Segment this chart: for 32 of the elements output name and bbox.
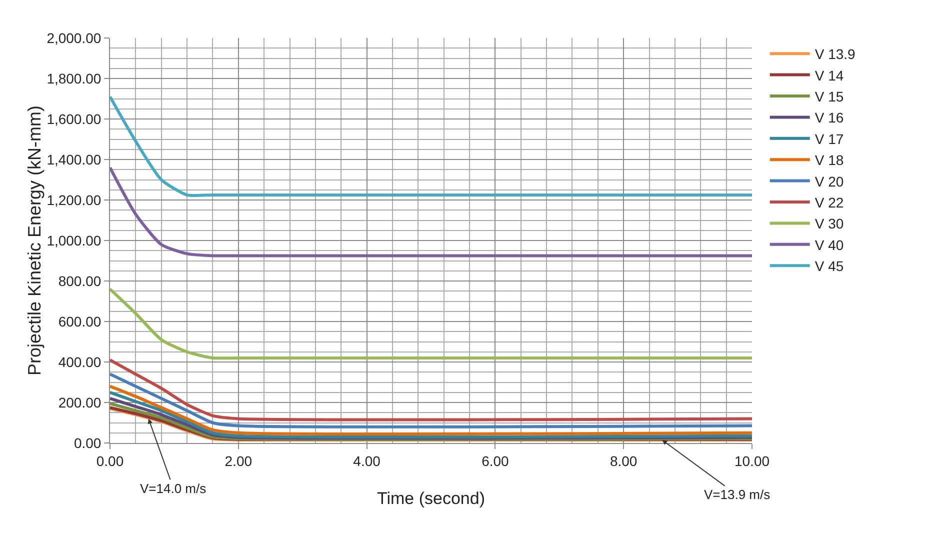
- y-tick-label: 1,800.00: [46, 70, 102, 86]
- y-axis-title: Projectile Kinetic Energy (kN-mm): [24, 105, 45, 376]
- y-tick-label: 1,400.00: [46, 151, 102, 168]
- legend-label: V 30: [814, 216, 844, 232]
- x-tick-label: 0.00: [96, 452, 124, 469]
- y-tick-label: 200.00: [58, 394, 102, 410]
- legend-label: V 16: [814, 110, 844, 126]
- legend-label: V 14: [814, 67, 844, 84]
- y-tick-label: 800.00: [58, 272, 102, 289]
- y-tick-label: 1,600.00: [46, 110, 102, 127]
- annotation: V=14.0 m/s: [140, 481, 207, 496]
- x-tick-label: 2.00: [224, 452, 252, 469]
- legend-label: V 45: [814, 258, 844, 274]
- legend-label: V 13.9: [814, 46, 856, 62]
- legend-label: V 17: [814, 130, 844, 147]
- y-tick-label: 1,000.00: [46, 232, 102, 248]
- legend-label: V 15: [814, 88, 844, 104]
- y-tick-label: 0.00: [74, 434, 102, 451]
- legend-label: V 20: [814, 173, 844, 190]
- x-axis-title: Time (second): [376, 489, 486, 508]
- y-tick-label: 1,200.00: [46, 192, 102, 208]
- annotation: V=13.9 m/s: [704, 487, 771, 502]
- x-tick-label: 6.00: [482, 452, 510, 469]
- x-tick-label: 4.00: [353, 452, 381, 469]
- y-tick-label: 400.00: [58, 354, 102, 370]
- y-tick-label: 600.00: [58, 313, 102, 330]
- legend-label: V 22: [814, 194, 844, 210]
- x-tick-label: 10.00: [734, 452, 770, 469]
- x-tick-label: 8.00: [610, 452, 638, 469]
- legend-label: V 40: [814, 236, 844, 253]
- y-tick-label: 2,000.00: [46, 30, 102, 46]
- legend-label: V 18: [814, 152, 844, 168]
